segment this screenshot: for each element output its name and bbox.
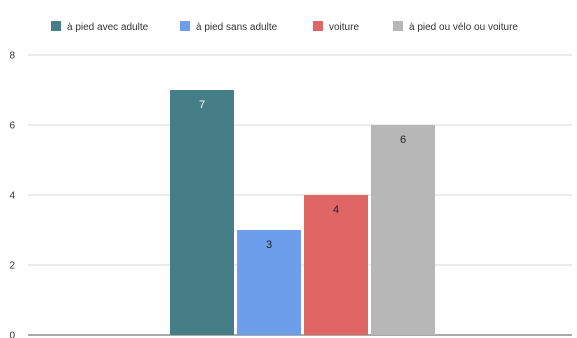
legend-swatch: [51, 21, 61, 31]
legend-label: à pied sans adulte: [196, 22, 278, 33]
bar-value-label: 6: [400, 134, 406, 146]
legend-swatch: [393, 21, 403, 31]
bar: [371, 125, 435, 335]
legend-label: voiture: [329, 22, 359, 33]
legend-label: à pied ou vélo ou voiture: [409, 22, 518, 33]
y-tick-label: 2: [9, 261, 15, 272]
legend-swatch: [313, 21, 323, 31]
bar-labels: 7 3 4 6: [199, 99, 406, 251]
bar: [237, 230, 301, 335]
bar-value-label: 7: [199, 99, 205, 111]
legend-label: à pied avec adulte: [67, 22, 149, 33]
bar-value-label: 4: [333, 204, 339, 216]
y-tick-label: 4: [9, 191, 15, 202]
y-tick-label: 8: [9, 51, 15, 62]
legend: à pied avec adulte à pied sans adulte voit…: [51, 21, 518, 33]
y-axis-ticks: 0 2 4 6 8: [9, 51, 15, 338]
legend-swatch: [180, 21, 190, 31]
y-tick-label: 0: [9, 331, 15, 338]
bars: [170, 90, 435, 335]
y-tick-label: 6: [9, 121, 15, 132]
bar-value-label: 3: [266, 239, 272, 251]
gridlines: [28, 54, 572, 336]
bar: [170, 90, 234, 335]
bar: [304, 195, 368, 335]
